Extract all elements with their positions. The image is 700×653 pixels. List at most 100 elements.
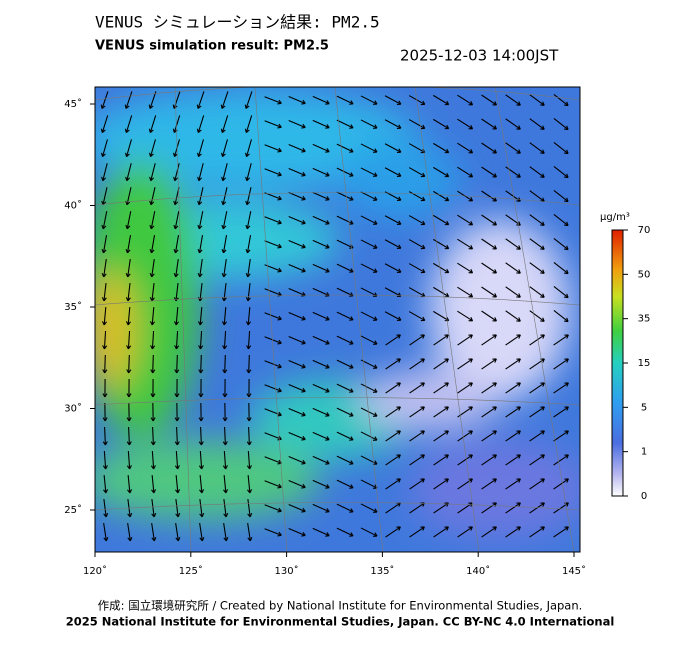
wind-arrow	[245, 282, 251, 302]
wind-arrow	[505, 118, 521, 130]
wind-arrow	[220, 91, 229, 109]
wind-arrow	[360, 527, 378, 537]
wind-arrow	[336, 263, 354, 273]
wind-arrow	[336, 479, 354, 489]
wind-arrow	[312, 335, 330, 345]
wind-arrow	[221, 282, 227, 302]
wind-arrow	[505, 334, 521, 346]
wind-arrow	[553, 214, 569, 227]
wind-arrow	[264, 96, 282, 105]
wind-arrow	[222, 426, 228, 446]
wind-arrow	[336, 191, 354, 201]
wind-arrow	[199, 499, 205, 518]
wind-arrow	[336, 311, 354, 321]
wind-arrow	[481, 358, 497, 370]
wind-arrow	[244, 91, 253, 109]
wind-arrow	[312, 215, 330, 225]
wind-arrow	[457, 286, 474, 298]
wind-arrow	[197, 211, 204, 230]
wind-arrow	[220, 139, 228, 158]
wind-arrow	[198, 378, 204, 398]
wind-arrow	[222, 354, 228, 374]
wind-arrow	[433, 142, 450, 154]
wind-arrow	[125, 211, 132, 230]
wind-arrow	[481, 118, 497, 130]
wind-arrow	[360, 311, 378, 321]
wind-arrow	[312, 479, 330, 489]
wind-arrow	[103, 474, 109, 494]
wind-arrow	[149, 211, 156, 230]
wind-arrow	[312, 239, 330, 249]
wind-arrow	[385, 478, 401, 490]
wind-arrow	[126, 402, 132, 422]
wind-arrow	[175, 523, 181, 542]
wind-arrow	[481, 142, 497, 154]
wind-arrow	[553, 382, 569, 394]
wind-arrow	[481, 166, 497, 178]
wind-arrow	[505, 94, 521, 106]
wind-arrow	[172, 115, 181, 134]
wind-arrow	[409, 358, 425, 370]
wind-arrow	[553, 94, 569, 107]
wind-arrow	[288, 144, 306, 153]
wind-arrow	[553, 478, 569, 490]
wind-arrow	[126, 330, 132, 350]
wind-arrow	[553, 334, 569, 346]
wind-arrow	[199, 523, 205, 542]
wind-arrow	[433, 262, 450, 274]
wind-arrow	[101, 259, 107, 278]
wind-arrow	[384, 239, 402, 250]
wind-arrow	[245, 163, 252, 182]
wind-arrow	[264, 240, 282, 249]
wind-arrow	[288, 336, 306, 345]
colorbar-tick-label: 35	[638, 314, 651, 325]
colorbar-tick-label: 50	[638, 269, 651, 280]
wind-arrow	[529, 142, 545, 154]
wind-arrow	[481, 478, 497, 490]
wind-arrow	[125, 306, 132, 326]
wind-arrow	[127, 523, 133, 542]
wind-arrow	[312, 503, 330, 513]
wind-arrow	[101, 282, 107, 302]
graticule	[95, 87, 580, 552]
wind-arrow	[408, 263, 426, 274]
wind-arrow	[433, 502, 449, 514]
wind-arrow	[505, 286, 521, 298]
wind-arrow	[221, 163, 228, 182]
wind-arrow	[553, 262, 569, 275]
wind-arrow	[360, 335, 378, 345]
wind-arrow	[312, 263, 330, 273]
wind-arrow	[457, 214, 474, 226]
wind-arrow	[433, 118, 450, 130]
wind-arrow	[150, 378, 156, 398]
wind-arrow	[409, 430, 425, 442]
wind-arrow	[505, 238, 521, 250]
wind-arrow	[174, 378, 180, 398]
wind-arrow	[336, 383, 354, 393]
wind-arrow	[481, 526, 497, 538]
wind-arrow	[197, 163, 204, 182]
wind-arrow	[553, 118, 569, 131]
wind-arrow	[288, 312, 306, 321]
wind-arrow	[360, 431, 378, 441]
wind-arrow	[103, 523, 109, 542]
timestamp: 2025-12-03 14:00JST	[400, 47, 559, 65]
wind-arrow	[481, 286, 497, 298]
copyright: 2025 National Institute for Environmenta…	[66, 615, 615, 629]
wind-arrow	[126, 378, 132, 398]
wind-arrow	[312, 143, 330, 153]
wind-arrow	[173, 306, 180, 326]
wind-arrow	[288, 384, 306, 393]
wind-arrow	[100, 115, 109, 134]
wind-arrow	[529, 286, 545, 298]
wind-arrow	[553, 430, 569, 442]
wind-arrow	[100, 139, 108, 158]
wind-arrow	[457, 238, 474, 250]
wind-arrow	[312, 527, 330, 537]
wind-arrow	[245, 187, 252, 206]
title: VENUS シミュレーション結果: PM2.5	[95, 13, 380, 32]
wind-arrow	[384, 311, 402, 322]
wind-arrow	[336, 359, 354, 369]
wind-arrow	[481, 382, 497, 394]
